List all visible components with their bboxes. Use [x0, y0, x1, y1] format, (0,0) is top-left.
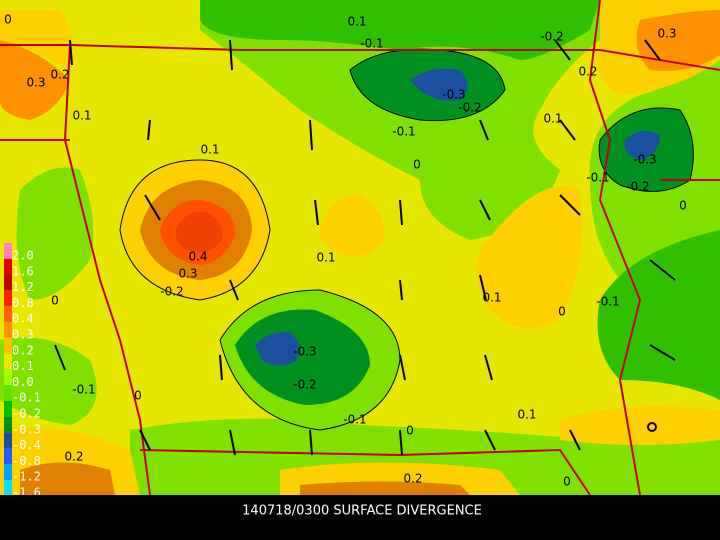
divergence-field: [0, 0, 720, 495]
legend-swatch: [4, 385, 12, 401]
legend-label: -1.2: [12, 470, 41, 484]
contour-label: 0.3: [26, 76, 45, 90]
contour-label: 0.4: [188, 250, 207, 264]
contour-label: -0.3: [442, 88, 465, 102]
contour-label: -0.1: [343, 413, 366, 427]
contour-label: 0.3: [178, 267, 197, 281]
contour-label: 0.1: [200, 143, 219, 157]
contour-label: 0.1: [517, 408, 536, 422]
legend-label: -0.8: [12, 454, 41, 468]
legend-label: 0.1: [12, 359, 34, 373]
caption: 140718/0300 SURFACE DIVERGENCE: [242, 504, 482, 519]
legend-swatch: [4, 290, 12, 307]
legend-label: 1.6: [12, 264, 34, 278]
contour-label: -0.1: [360, 37, 383, 51]
legend-swatch: [4, 480, 12, 496]
contour-label: 0: [558, 305, 566, 319]
contour-label: 0.1: [316, 251, 335, 265]
wind-barbs: [54, 39, 676, 456]
contour-label: -0.2: [293, 378, 316, 392]
legend-label: -0.2: [12, 407, 41, 421]
legend-label: 0.0: [12, 375, 34, 389]
contour-label: -0.3: [293, 345, 316, 359]
contour-label: 0: [406, 424, 414, 438]
legend-label: 1.2: [12, 280, 34, 294]
legend-label: 2.0: [12, 249, 34, 263]
contour-label: 0: [563, 475, 571, 489]
legend-label: 0.8: [12, 296, 34, 310]
contour-label: 0.2: [403, 472, 422, 486]
contour-label: -0.1: [586, 171, 609, 185]
legend-swatch: [4, 243, 12, 259]
contour-label: 0.2: [64, 450, 83, 464]
contour-label: -0.3: [633, 153, 656, 167]
legend-label: -0.1: [12, 391, 41, 405]
contour-label: 0.1: [543, 112, 562, 126]
legend-swatch: [4, 401, 12, 417]
contour-label: -0.2: [626, 180, 649, 194]
legend-swatch: [4, 274, 12, 291]
contour-label: -0.2: [160, 285, 183, 299]
contour-label: 0: [134, 389, 142, 403]
legend-swatch: [4, 464, 12, 480]
contour-label: 0: [4, 13, 12, 27]
contour-label: -0.1: [596, 295, 619, 309]
contour-label: -0.2: [540, 30, 563, 44]
contour-label: 0: [679, 199, 687, 213]
legend-label: -0.3: [12, 422, 41, 436]
legend-swatch: [4, 337, 12, 354]
contour-label: -0.2: [458, 101, 481, 115]
state-borders: [0, 0, 720, 496]
caption-bar: [0, 495, 720, 540]
contour-label: 0.1: [72, 109, 91, 123]
legend: 2.01.6 1.2 0.8 0.4 0.30.2 0.1 0.0 -0.1 -0.2-0.3 -…: [4, 243, 41, 515]
legend-swatch: [4, 258, 12, 275]
contour-label: 0.1: [482, 291, 501, 305]
legend-label: -0.4: [12, 438, 41, 452]
legend-swatch: [4, 432, 12, 449]
legend-swatch: [4, 353, 12, 370]
legend-swatch: [4, 448, 12, 465]
contour-labels: 0 0.1-0.1 -0.2 0.30.30.2 0.2-0.3-0.20.1 0.1-0…: [4, 13, 687, 489]
legend-swatch: [4, 416, 12, 433]
legend-swatch: [4, 322, 12, 338]
legend-swatch: [4, 306, 12, 322]
contour-label: -0.1: [72, 383, 95, 397]
contour-label: 0.2: [50, 68, 69, 82]
legend-label: 0.2: [12, 343, 34, 357]
legend-label: 0.3: [12, 328, 34, 342]
contour-label: 0.1: [347, 15, 366, 29]
legend-label: 0.4: [12, 312, 34, 326]
contour-label: 0.2: [578, 65, 597, 79]
contour-label: 0.3: [657, 27, 676, 41]
contour-label: -0.1: [392, 125, 415, 139]
contour-label: 0: [51, 294, 59, 308]
contour-label: 0: [413, 158, 421, 172]
legend-swatch: [4, 369, 12, 386]
